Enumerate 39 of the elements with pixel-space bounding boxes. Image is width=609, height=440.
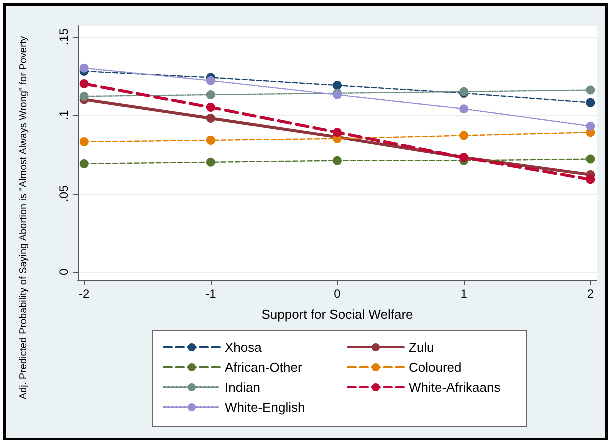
point	[333, 156, 342, 166]
x-tick-label: -1	[206, 287, 217, 301]
point	[460, 104, 469, 114]
legend-label: Indian	[225, 380, 260, 395]
x-axis-title: Support for Social Welfare	[262, 307, 414, 322]
legend-label: White-English	[225, 400, 306, 415]
x-tick-label: -2	[78, 287, 90, 301]
point	[460, 131, 469, 140]
y-tick-label: .15	[57, 28, 71, 46]
point	[333, 81, 342, 90]
x-tick-label: 2	[587, 287, 594, 301]
legend-label: White-Afrikaans	[409, 380, 502, 395]
y-tick-label: 0	[57, 268, 71, 276]
point	[206, 76, 216, 86]
point	[206, 136, 216, 145]
x-tick-label: 1	[460, 287, 468, 301]
legend-label: Zulu	[409, 340, 434, 355]
point	[80, 80, 89, 89]
legend-label: Coloured	[409, 360, 462, 375]
point	[586, 86, 596, 95]
point	[333, 128, 342, 138]
legend-label: African-Other	[225, 360, 303, 375]
point	[586, 122, 596, 131]
point	[80, 64, 89, 73]
point	[206, 114, 216, 124]
x-tick-label: 0	[334, 287, 342, 301]
point	[206, 90, 216, 100]
point	[206, 103, 216, 112]
point	[206, 158, 216, 167]
point	[586, 154, 596, 164]
y-tick-label: .1	[57, 110, 71, 120]
y-tick-label: .05	[57, 185, 71, 202]
point	[80, 138, 89, 147]
y-axis-title: Adj. Predicted Probability of Saying Abortion is "Almost Always Wrong" for Poverty	[18, 36, 30, 400]
point	[80, 92, 89, 102]
point	[586, 98, 596, 108]
point	[586, 175, 596, 184]
point	[80, 159, 89, 168]
legend-label: Xhosa	[225, 340, 263, 355]
